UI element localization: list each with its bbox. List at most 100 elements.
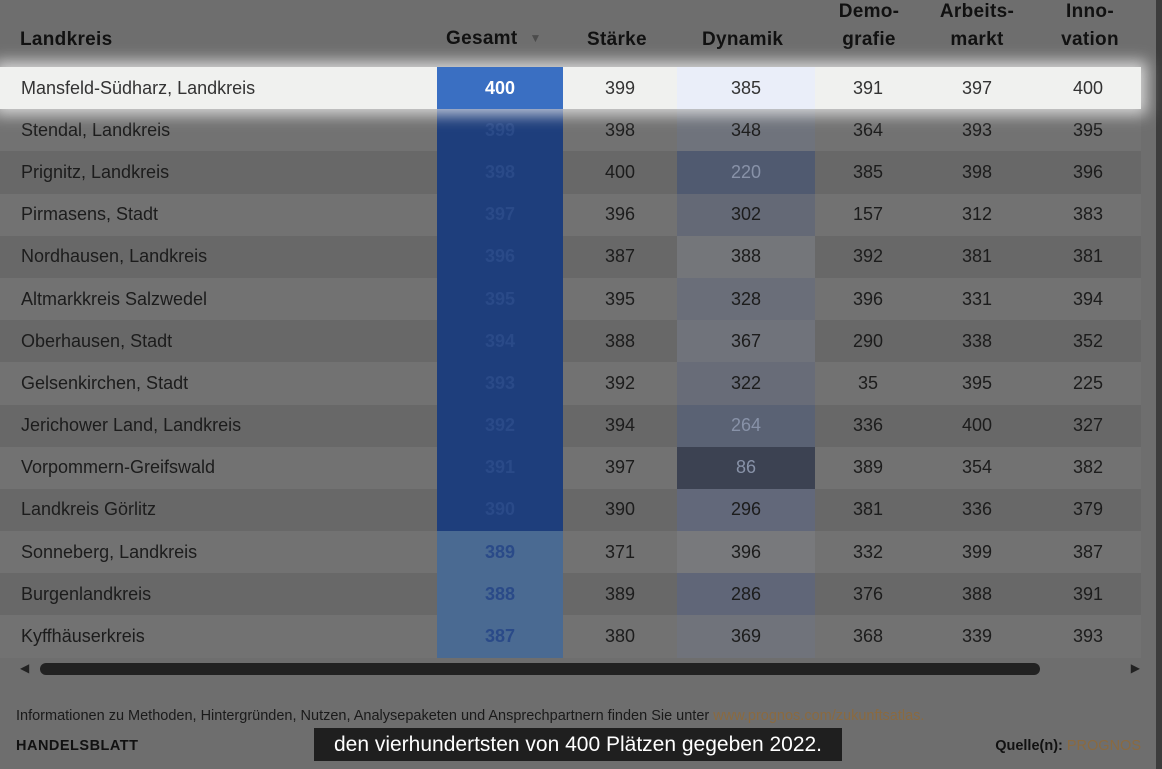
scroll-right-arrow-icon[interactable]: ▶ (1130, 661, 1140, 675)
table-body: Mansfeld-Südharz, Landkreis 400 399 385 391 3… (0, 67, 1150, 658)
cell-innovation: 352 (1072, 330, 1104, 351)
cell-gesamt: 389 (437, 531, 563, 574)
table-row[interactable]: Stendal, Landkreis 399 398 348 364 393 395 (0, 109, 1141, 152)
table-row[interactable]: Nordhausen, Landkreis 396 387 388 392 381 381 (0, 235, 1141, 278)
cell-demografie: 391 (852, 77, 884, 98)
cell-staerke: 389 (604, 583, 636, 604)
header-innovation-line-1: Inno- (1066, 1, 1114, 22)
table-row[interactable]: Prignitz, Landkreis 398 400 220 385 398 396 (0, 151, 1141, 194)
header-innovation[interactable]: Inno- vation (1055, 0, 1125, 54)
cell-gesamt: 393 (437, 362, 563, 405)
header-demografie-line-1: Demo- (838, 1, 900, 22)
cell-staerke: 388 (604, 330, 636, 351)
cell-demografie: 392 (852, 246, 884, 267)
table-row[interactable]: Burgenlandkreis 388 389 286 376 388 391 (0, 573, 1141, 616)
scrollbar-thumb[interactable] (40, 663, 1040, 675)
table-header: Landkreis Gesamt ▼ Stärke Dynamik Demo- g… (0, 0, 1150, 64)
cell-landkreis: Sonneberg, Landkreis (21, 541, 198, 562)
cell-dynamik: 264 (677, 404, 815, 447)
cell-landkreis: Kyffhäuserkreis (21, 626, 145, 647)
cell-innovation: 393 (1072, 626, 1104, 647)
cell-arbeitsmarkt: 338 (961, 330, 993, 351)
cell-gesamt: 396 (437, 235, 563, 278)
cell-staerke: 400 (604, 161, 636, 182)
cell-demografie: 368 (852, 626, 884, 647)
cell-innovation: 396 (1072, 161, 1104, 182)
table-row[interactable]: Kyffhäuserkreis 387 380 369 368 339 393 (0, 615, 1141, 658)
cell-arbeitsmarkt: 354 (961, 457, 993, 478)
cell-demografie: 157 (852, 204, 884, 225)
cell-dynamik: 322 (677, 362, 815, 405)
source-value: PROGNOS (1066, 738, 1141, 754)
cell-gesamt: 395 (437, 277, 563, 321)
source-label: Quelle(n): (995, 738, 1063, 754)
cell-landkreis: Vorpommern-Greifswald (21, 457, 216, 478)
cell-arbeitsmarkt: 400 (961, 415, 993, 436)
cell-staerke: 399 (604, 77, 636, 98)
cell-arbeitsmarkt: 331 (961, 288, 993, 309)
header-dynamik[interactable]: Dynamik (702, 29, 784, 50)
cell-dynamik: 396 (677, 531, 815, 574)
page-edge (1156, 0, 1162, 769)
cell-innovation: 379 (1072, 499, 1104, 520)
header-arbeitsmarkt-line-2: markt (950, 29, 1004, 50)
cell-arbeitsmarkt: 336 (961, 499, 993, 520)
cell-landkreis: Stendal, Landkreis (21, 119, 171, 140)
table-row[interactable]: Altmarkkreis Salzwedel 395 395 328 396 331 394 (0, 277, 1141, 321)
cell-staerke: 394 (604, 415, 636, 436)
cell-arbeitsmarkt: 399 (961, 541, 993, 562)
cell-innovation: 395 (1072, 119, 1104, 140)
cell-gesamt: 400 (437, 67, 563, 110)
cell-innovation: 394 (1072, 288, 1104, 309)
cell-gesamt: 387 (437, 615, 563, 658)
table-row[interactable]: Pirmasens, Stadt 397 396 302 157 312 383 (0, 193, 1141, 236)
table-row[interactable]: Gelsenkirchen, Stadt 393 392 322 35 395 225 (0, 362, 1141, 405)
table-row[interactable]: Sonneberg, Landkreis 389 371 396 332 399 387 (0, 531, 1141, 574)
table-row[interactable]: Landkreis Görlitz 390 390 296 381 336 379 (0, 488, 1141, 532)
header-arbeitsmarkt[interactable]: Arbeits- markt (935, 0, 1019, 54)
cell-dynamik: 367 (677, 320, 815, 363)
cell-landkreis: Jerichower Land, Landkreis (21, 415, 242, 436)
cell-landkreis: Burgenlandkreis (21, 583, 152, 604)
cell-gesamt: 397 (437, 193, 563, 236)
cell-dynamik: 302 (677, 193, 815, 236)
table-row[interactable]: Vorpommern-Greifswald 391 397 86 389 354 382 (0, 446, 1141, 489)
cell-arbeitsmarkt: 395 (961, 372, 993, 393)
cell-landkreis: Gelsenkirchen, Stadt (21, 372, 189, 393)
cell-landkreis: Prignitz, Landkreis (21, 161, 170, 182)
cell-innovation: 400 (1072, 77, 1104, 98)
cell-staerke: 390 (604, 499, 636, 520)
cell-demografie: 35 (857, 372, 879, 393)
header-demografie[interactable]: Demo- grafie (834, 0, 904, 54)
cell-demografie: 381 (852, 499, 884, 520)
header-innovation-line-2: vation (1061, 29, 1119, 50)
table-row[interactable]: Mansfeld-Südharz, Landkreis 400 399 385 391 3… (0, 67, 1141, 110)
cell-dynamik: 86 (677, 446, 815, 489)
cell-demografie: 332 (852, 541, 884, 562)
cell-gesamt: 392 (437, 404, 563, 447)
cell-innovation: 225 (1072, 372, 1104, 393)
cell-innovation: 327 (1072, 415, 1104, 436)
cell-arbeitsmarkt: 388 (961, 583, 993, 604)
prognos-link[interactable]: www.prognos.com/zukunftsatlas. (713, 708, 925, 724)
header-landkreis[interactable]: Landkreis (20, 29, 113, 50)
cell-staerke: 371 (604, 541, 636, 562)
cell-demografie: 290 (852, 330, 884, 351)
cell-gesamt: 394 (437, 320, 563, 363)
cell-landkreis: Nordhausen, Landkreis (21, 246, 208, 267)
cell-staerke: 396 (604, 204, 636, 225)
source-line: Quelle(n): PROGNOS (995, 738, 1141, 754)
table-row[interactable]: Oberhausen, Stadt 394 388 367 290 338 352 (0, 320, 1141, 363)
cell-dynamik: 348 (677, 109, 815, 152)
cell-demografie: 336 (852, 415, 884, 436)
horizontal-scrollbar[interactable]: ◀ ▶ (20, 658, 1140, 678)
scroll-left-arrow-icon[interactable]: ◀ (20, 661, 30, 675)
header-staerke[interactable]: Stärke (587, 29, 647, 50)
cell-arbeitsmarkt: 393 (961, 119, 993, 140)
header-gesamt[interactable]: Gesamt ▼ (446, 25, 542, 54)
header-gesamt-label: Gesamt (446, 28, 518, 49)
cell-innovation: 381 (1072, 246, 1104, 267)
cell-gesamt: 388 (437, 573, 563, 616)
sort-desc-icon[interactable]: ▼ (529, 31, 542, 45)
table-row[interactable]: Jerichower Land, Landkreis 392 394 264 336 40… (0, 404, 1141, 447)
